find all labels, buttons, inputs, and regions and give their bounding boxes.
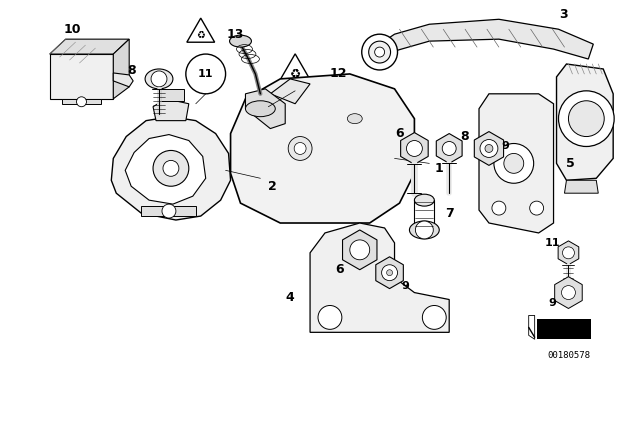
Circle shape <box>415 221 433 239</box>
Circle shape <box>77 97 86 107</box>
Circle shape <box>480 139 498 157</box>
Circle shape <box>162 204 176 218</box>
Circle shape <box>374 47 385 57</box>
Ellipse shape <box>246 101 275 116</box>
Text: 13: 13 <box>227 28 244 41</box>
Polygon shape <box>278 54 312 84</box>
Text: 10: 10 <box>64 23 81 36</box>
Text: 4: 4 <box>286 291 294 304</box>
Circle shape <box>294 142 306 155</box>
Circle shape <box>442 142 456 155</box>
Text: ♻: ♻ <box>196 29 205 39</box>
Ellipse shape <box>230 35 252 47</box>
Text: 9: 9 <box>501 142 509 151</box>
Circle shape <box>494 143 534 183</box>
Text: 11: 11 <box>545 238 560 248</box>
Text: 2: 2 <box>268 180 276 193</box>
Polygon shape <box>161 89 184 101</box>
Polygon shape <box>342 230 377 270</box>
Text: 9: 9 <box>548 297 557 307</box>
Polygon shape <box>50 39 129 54</box>
Circle shape <box>151 71 167 87</box>
Text: 5: 5 <box>566 157 575 170</box>
Circle shape <box>559 91 614 146</box>
Polygon shape <box>125 134 205 204</box>
Ellipse shape <box>348 114 362 124</box>
Circle shape <box>422 306 446 329</box>
Circle shape <box>492 201 506 215</box>
Polygon shape <box>61 99 101 104</box>
Text: 8: 8 <box>127 65 136 78</box>
Polygon shape <box>187 18 214 42</box>
Polygon shape <box>230 74 415 223</box>
Polygon shape <box>380 19 593 61</box>
Polygon shape <box>113 39 129 99</box>
Text: 12: 12 <box>329 68 347 81</box>
Ellipse shape <box>145 69 173 89</box>
Polygon shape <box>111 116 230 220</box>
Polygon shape <box>479 94 554 233</box>
Circle shape <box>485 145 493 152</box>
Ellipse shape <box>415 194 435 206</box>
Polygon shape <box>310 223 449 332</box>
Circle shape <box>350 240 370 260</box>
Polygon shape <box>270 79 310 104</box>
Circle shape <box>406 141 422 156</box>
Polygon shape <box>141 206 196 216</box>
Polygon shape <box>529 315 534 339</box>
Text: 3: 3 <box>559 8 568 21</box>
Polygon shape <box>564 180 598 193</box>
Text: 00180578: 00180578 <box>547 351 590 360</box>
Circle shape <box>504 154 524 173</box>
Circle shape <box>568 101 604 137</box>
Ellipse shape <box>410 221 439 239</box>
Polygon shape <box>474 132 504 165</box>
Circle shape <box>563 247 575 259</box>
Circle shape <box>288 137 312 160</box>
Polygon shape <box>557 64 613 180</box>
Polygon shape <box>401 133 428 164</box>
Circle shape <box>387 270 392 276</box>
Text: 6: 6 <box>395 127 404 140</box>
Circle shape <box>163 160 179 177</box>
Circle shape <box>153 151 189 186</box>
Polygon shape <box>558 241 579 265</box>
Text: 7: 7 <box>445 207 454 220</box>
Circle shape <box>356 240 372 256</box>
Text: ♻: ♻ <box>289 68 301 81</box>
Circle shape <box>561 286 575 300</box>
Text: 11: 11 <box>198 69 214 79</box>
Circle shape <box>530 201 543 215</box>
Text: 8: 8 <box>460 130 468 143</box>
Circle shape <box>381 265 397 280</box>
Polygon shape <box>436 134 462 164</box>
Polygon shape <box>376 257 403 289</box>
Polygon shape <box>113 73 133 87</box>
Circle shape <box>362 34 397 70</box>
Polygon shape <box>246 89 285 129</box>
Circle shape <box>369 41 390 63</box>
Polygon shape <box>555 277 582 309</box>
Circle shape <box>186 54 225 94</box>
Text: 6: 6 <box>335 263 344 276</box>
Circle shape <box>318 306 342 329</box>
Polygon shape <box>50 54 113 99</box>
Polygon shape <box>153 99 189 121</box>
Bar <box>537 319 591 339</box>
Text: 9: 9 <box>401 280 410 291</box>
Text: 1: 1 <box>435 162 444 175</box>
